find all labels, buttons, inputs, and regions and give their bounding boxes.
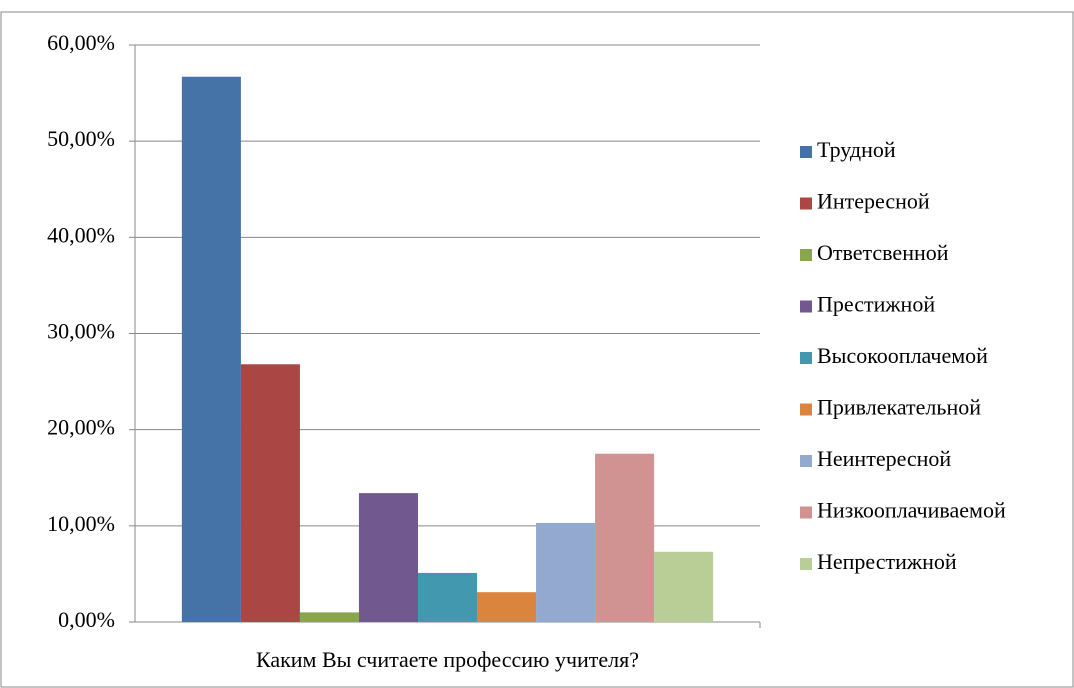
- legend-swatch: [800, 249, 812, 261]
- legend-swatch: [800, 403, 812, 416]
- bar: [477, 592, 537, 622]
- legend-swatch: [800, 352, 812, 364]
- y-tick-label: 30,00%: [47, 319, 115, 344]
- bar: [536, 522, 596, 622]
- y-tick-label: 40,00%: [47, 222, 115, 247]
- bar: [654, 551, 714, 622]
- legend-swatch: [800, 146, 812, 158]
- legend-swatch: [800, 455, 812, 467]
- bar: [299, 612, 359, 622]
- legend-label: Низкооплачиваемой: [817, 498, 1006, 523]
- bar: [417, 572, 478, 622]
- y-tick-label: 50,00%: [47, 126, 115, 151]
- bar: [181, 76, 241, 623]
- legend-label: Высокооплачемой: [817, 343, 988, 368]
- legend-label: Непрестижной: [817, 549, 957, 574]
- legend-label: Трудной: [817, 137, 896, 162]
- legend-label: Престижной: [817, 292, 935, 317]
- bar: [595, 453, 655, 622]
- y-tick-label: 20,00%: [47, 415, 115, 440]
- y-tick-label: 60,00%: [47, 30, 115, 55]
- legend-label: Привлекательной: [817, 395, 981, 420]
- legend-swatch: [800, 506, 812, 519]
- legend-swatch: [800, 558, 812, 570]
- x-tick-label: Каким Вы считаете профессию учителя?: [256, 647, 639, 672]
- bar: [240, 364, 300, 622]
- legend-swatch: [800, 197, 812, 210]
- legend-swatch: [800, 300, 812, 313]
- legend-label: Ответсвенной: [817, 240, 949, 265]
- bar: [358, 493, 418, 622]
- legend-label: Неинтересной: [817, 446, 951, 471]
- y-tick-label: 0,00%: [58, 607, 115, 632]
- legend-label: Интересной: [817, 189, 930, 214]
- y-tick-label: 10,00%: [47, 511, 115, 536]
